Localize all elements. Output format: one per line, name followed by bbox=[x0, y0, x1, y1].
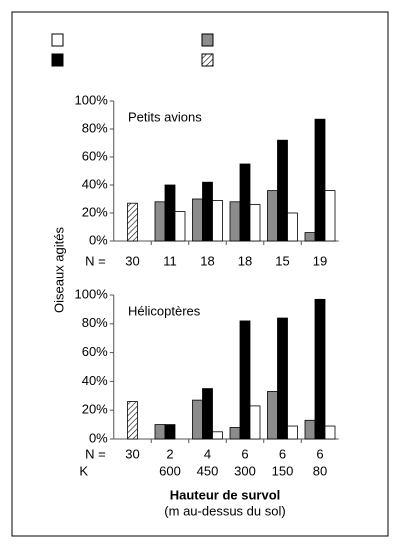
bar bbox=[239, 163, 251, 242]
legend-swatch bbox=[51, 33, 64, 47]
bar bbox=[314, 118, 326, 242]
bar bbox=[324, 425, 336, 440]
y-tick-label: 0% bbox=[89, 430, 108, 445]
y-tick-label: 60% bbox=[82, 148, 108, 163]
x-tick-label: 18 bbox=[200, 253, 214, 268]
k-label: K bbox=[79, 463, 88, 478]
k-value: 450 bbox=[197, 463, 219, 478]
bar bbox=[277, 139, 288, 242]
bar bbox=[164, 424, 176, 440]
x-tick-label: 2 bbox=[166, 446, 173, 461]
bar bbox=[192, 399, 203, 440]
x-tick-label: 6 bbox=[241, 446, 248, 461]
panel-title: Petits avions bbox=[128, 109, 202, 124]
x-tick-label: 11 bbox=[163, 253, 177, 268]
x-axis-subtitle: (m au-dessus du sol) bbox=[164, 503, 285, 518]
y-tick-label: 80% bbox=[82, 120, 108, 135]
bar bbox=[127, 401, 138, 440]
x-tick-label: 30 bbox=[125, 446, 139, 461]
y-tick-label: 100% bbox=[75, 92, 109, 107]
y-tick-label: 100% bbox=[75, 286, 109, 301]
legend-swatch bbox=[201, 33, 214, 47]
bar bbox=[127, 202, 138, 242]
y-tick-label: 20% bbox=[82, 204, 108, 219]
bar bbox=[267, 391, 278, 440]
bar bbox=[304, 232, 316, 242]
bar bbox=[164, 184, 176, 242]
x-tick-label: 15 bbox=[275, 253, 289, 268]
x-tick-label: 30 bbox=[125, 253, 139, 268]
y-tick-label: 60% bbox=[82, 344, 108, 359]
k-value: 80 bbox=[313, 463, 327, 478]
bar bbox=[287, 425, 298, 440]
bar bbox=[192, 198, 203, 242]
y-tick-label: 40% bbox=[82, 373, 108, 388]
bar bbox=[154, 424, 166, 440]
bar bbox=[229, 201, 241, 242]
k-value: 300 bbox=[234, 463, 256, 478]
x-tick-label: 18 bbox=[238, 253, 252, 268]
bar bbox=[202, 181, 213, 242]
y-axis-title: Oiseaux agités bbox=[51, 227, 66, 313]
bar bbox=[267, 190, 278, 242]
bar bbox=[304, 419, 316, 440]
x-tick-label: 4 bbox=[204, 446, 211, 461]
y-tick-label: 40% bbox=[82, 176, 108, 191]
k-value: 150 bbox=[272, 463, 294, 478]
bar bbox=[229, 427, 241, 440]
bar bbox=[212, 199, 223, 242]
bar bbox=[154, 201, 166, 242]
frame bbox=[11, 11, 389, 537]
legend-swatch bbox=[51, 53, 64, 67]
x-axis-title: Hauteur de survol bbox=[170, 487, 281, 502]
x-tick-label: 6 bbox=[316, 446, 323, 461]
panel-title: Hélicoptères bbox=[128, 303, 201, 318]
bar bbox=[249, 204, 261, 242]
bar bbox=[324, 190, 336, 242]
legend-swatch bbox=[201, 53, 214, 67]
bar bbox=[277, 317, 288, 440]
k-value: 600 bbox=[159, 463, 181, 478]
y-tick-label: 20% bbox=[82, 402, 108, 417]
x-tick-label: 19 bbox=[313, 253, 327, 268]
n-label: N = bbox=[85, 446, 106, 461]
bar bbox=[202, 388, 213, 440]
n-label: N = bbox=[85, 253, 106, 268]
bar bbox=[239, 320, 251, 440]
bar bbox=[249, 405, 261, 440]
y-tick-label: 0% bbox=[89, 232, 108, 247]
y-tick-label: 80% bbox=[82, 315, 108, 330]
bar bbox=[174, 211, 186, 242]
x-tick-label: 6 bbox=[279, 446, 286, 461]
bar bbox=[287, 212, 298, 242]
bar bbox=[212, 431, 223, 440]
bar bbox=[314, 298, 326, 440]
